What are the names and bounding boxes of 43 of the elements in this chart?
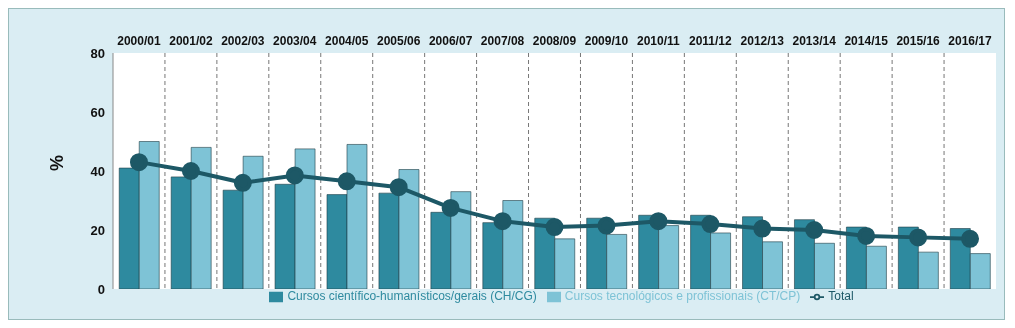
x-tick-label: 2011/12 — [688, 34, 733, 48]
point — [649, 212, 668, 231]
x-tick-label: 2007/08 — [480, 34, 525, 48]
point — [545, 218, 564, 237]
x-tick-label: 2006/07 — [428, 34, 473, 48]
y-tick-label: 20 — [90, 222, 105, 238]
x-tick-label: 2014/15 — [844, 34, 889, 48]
y-tick-label: 80 — [90, 45, 105, 61]
x-tick-label: 2009/10 — [584, 34, 629, 48]
point — [753, 219, 772, 238]
x-tick-label: 2013/14 — [792, 34, 837, 48]
x-tick-label: 2002/03 — [221, 34, 265, 48]
point — [961, 229, 980, 248]
point — [597, 216, 616, 235]
x-tick-label: 2010/11 — [637, 34, 681, 48]
x-tick-label: 2004/05 — [325, 34, 369, 48]
x-tick-label: 2001/02 — [169, 34, 213, 48]
point — [493, 212, 512, 231]
point — [857, 226, 876, 245]
x-tick-label: 2003/04 — [273, 34, 317, 48]
x-tick-label: 2016/17 — [948, 34, 993, 48]
point — [129, 153, 148, 172]
point — [181, 162, 200, 180]
legend-label: Cursos tecnológicos e profissionais (CT/CP) — [564, 289, 801, 303]
x-tick-label: 2012/13 — [740, 34, 785, 48]
point — [337, 172, 356, 191]
x-tick-label: 2005/06 — [376, 34, 421, 48]
point — [233, 173, 252, 192]
point — [805, 221, 824, 239]
y-tick-label: 40 — [90, 163, 105, 179]
y-axis-title: % — [47, 154, 68, 171]
y-tick-label: 60 — [90, 104, 105, 120]
point — [701, 215, 720, 234]
legend-label: Cursos científico-humanísticos/gerais (CH/CG) — [287, 289, 537, 303]
x-tick-label: 2008/09 — [532, 34, 577, 48]
point — [909, 228, 928, 247]
point — [389, 178, 408, 197]
x-tick-label: 2015/16 — [896, 34, 941, 48]
legend-label: Total — [828, 289, 854, 303]
x-tick-label: 2000/01 — [117, 34, 161, 48]
y-tick-label: 0 — [97, 281, 105, 297]
point — [441, 198, 460, 217]
point — [285, 166, 304, 185]
